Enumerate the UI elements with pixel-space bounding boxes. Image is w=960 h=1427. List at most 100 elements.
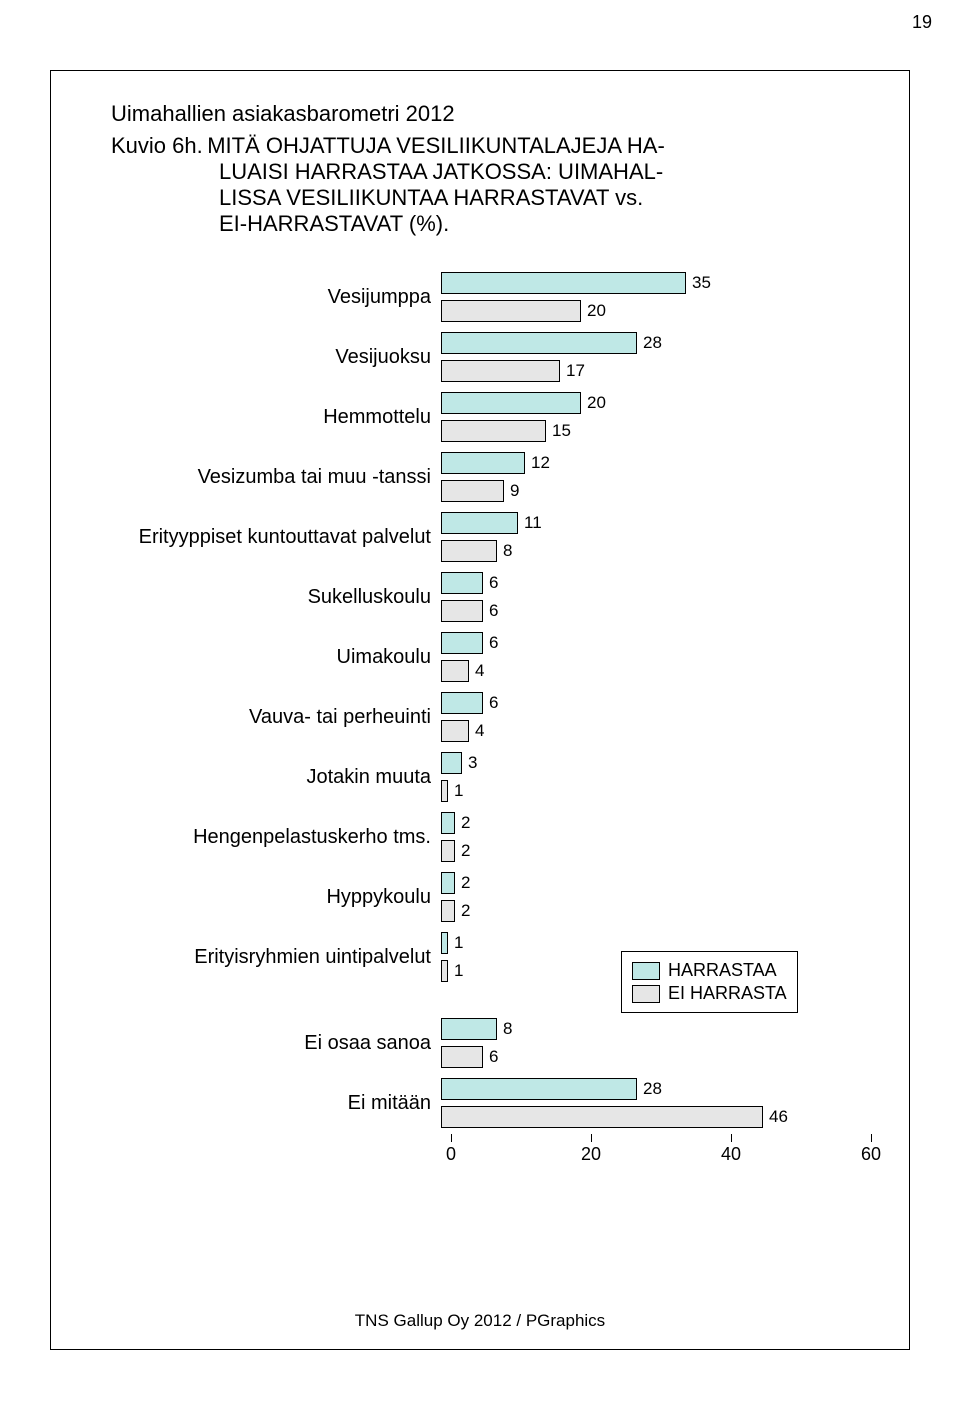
bar-b xyxy=(441,840,455,862)
chart-row: Ei osaa sanoa86 xyxy=(71,1013,891,1073)
bar-a xyxy=(441,1018,497,1040)
bar-value-a: 6 xyxy=(489,632,498,654)
x-axis: 0204060 xyxy=(451,1133,871,1174)
bar-a xyxy=(441,932,448,954)
bars-cell: 64 xyxy=(441,629,861,685)
bar-value-a: 8 xyxy=(503,1018,512,1040)
bar-value-b: 4 xyxy=(475,660,484,682)
legend-row-b: EI HARRASTA xyxy=(632,983,787,1004)
chart-row: Erityyppiset kuntouttavat palvelut118 xyxy=(71,507,891,567)
x-tick-label: 40 xyxy=(721,1144,741,1165)
x-tick: 60 xyxy=(871,1134,872,1142)
chart-row: Vauva- tai perheuinti64 xyxy=(71,687,891,747)
legend-swatch-a xyxy=(632,962,660,980)
category-label: Vauva- tai perheuinti xyxy=(71,706,441,728)
x-tick-label: 60 xyxy=(861,1144,881,1165)
chart-row: Jotakin muuta31 xyxy=(71,747,891,807)
bar-value-b: 46 xyxy=(769,1106,788,1128)
chart-row: Vesizumba tai muu -tanssi129 xyxy=(71,447,891,507)
bar-a xyxy=(441,1078,637,1100)
bar-value-a: 3 xyxy=(468,752,477,774)
header: Uimahallien asiakasbarometri 2012 Kuvio … xyxy=(111,101,889,237)
bars-cell: 28 17 xyxy=(441,329,861,385)
bar-a xyxy=(441,572,483,594)
bar-value-a: 1 xyxy=(454,932,463,954)
legend-swatch-b xyxy=(632,985,660,1003)
bars-cell: 64 xyxy=(441,689,861,745)
bar-a xyxy=(441,632,483,654)
bar-b xyxy=(441,900,455,922)
bars-cell: 86 xyxy=(441,1015,861,1071)
bar-a xyxy=(441,452,525,474)
category-label: Hengenpelastuskerho tms. xyxy=(71,826,441,848)
bar-value-b: 1 xyxy=(454,780,463,802)
category-label: Ei mitään xyxy=(71,1092,441,1114)
bar-b xyxy=(441,540,497,562)
bar-value-b: 1 xyxy=(454,960,463,982)
bar-value-b: 6 xyxy=(489,600,498,622)
bar-b xyxy=(441,780,448,802)
bar-b xyxy=(441,960,448,982)
bar-b xyxy=(441,1046,483,1068)
bar-value-a: 28 xyxy=(643,1078,662,1100)
chart-frame: Uimahallien asiakasbarometri 2012 Kuvio … xyxy=(50,70,910,1350)
bar-value-b: 15 xyxy=(552,420,571,442)
bar-a xyxy=(441,752,462,774)
chart-row: Hemmottelu2015 xyxy=(71,387,891,447)
bar-value-b: 20 xyxy=(587,300,606,322)
bar-a xyxy=(441,512,518,534)
bar-value-b: 2 xyxy=(461,900,470,922)
bar-value-b: 17 xyxy=(566,360,585,382)
category-label: Erityisryhmien uintipalvelut xyxy=(71,946,441,968)
bar-value-a: 2 xyxy=(461,812,470,834)
page: 19 Uimahallien asiakasbarometri 2012 Kuv… xyxy=(0,0,960,1427)
category-label: Erityyppiset kuntouttavat palvelut xyxy=(71,526,441,548)
bars-cell: 22 xyxy=(441,869,861,925)
bars-cell: 2015 xyxy=(441,389,861,445)
bars-cell: 28 46 xyxy=(441,1075,861,1131)
bar-a xyxy=(441,812,455,834)
bar-b xyxy=(441,480,504,502)
bar-b xyxy=(441,360,560,382)
chart-row: Sukelluskoulu66 xyxy=(71,567,891,627)
bars-cell: 31 xyxy=(441,749,861,805)
bars-cell: 3520 xyxy=(441,269,861,325)
category-label: Sukelluskoulu xyxy=(71,586,441,608)
chart-row: Hengenpelastuskerho tms.22 xyxy=(71,807,891,867)
bar-b xyxy=(441,420,546,442)
bar-b xyxy=(441,720,469,742)
bar-value-b: 9 xyxy=(510,480,519,502)
x-tick: 40 xyxy=(731,1134,732,1142)
bars-cell: 118 xyxy=(441,509,861,565)
bar-value-b: 4 xyxy=(475,720,484,742)
chart-row: Vesijuoksu 28 17 xyxy=(71,327,891,387)
category-label: Vesijuoksu xyxy=(71,346,441,368)
bar-b xyxy=(441,1106,763,1128)
x-tick-label: 20 xyxy=(581,1144,601,1165)
bar-a xyxy=(441,692,483,714)
chart-row: Hyppykoulu22 xyxy=(71,867,891,927)
bar-a xyxy=(441,332,637,354)
page-number: 19 xyxy=(912,12,932,33)
bar-b xyxy=(441,300,581,322)
chart-row: Ei mitään 28 46 xyxy=(71,1073,891,1133)
bar-value-a: 28 xyxy=(643,332,662,354)
chart-row: Uimakoulu64 xyxy=(71,627,891,687)
bar-b xyxy=(441,660,469,682)
category-label: Ei osaa sanoa xyxy=(71,1032,441,1054)
bars-cell: 66 xyxy=(441,569,861,625)
bar-value-a: 11 xyxy=(524,512,542,534)
bar-value-a: 6 xyxy=(489,572,498,594)
bar-b xyxy=(441,600,483,622)
bar-value-a: 2 xyxy=(461,872,470,894)
legend: HARRASTAA EI HARRASTA xyxy=(621,951,798,1013)
footer-credit: TNS Gallup Oy 2012 / PGraphics xyxy=(51,1311,909,1331)
category-label: Uimakoulu xyxy=(71,646,441,668)
bars-cell: 22 xyxy=(441,809,861,865)
x-tick-label: 0 xyxy=(446,1144,456,1165)
bar-a xyxy=(441,272,686,294)
legend-label-a: HARRASTAA xyxy=(668,960,777,981)
bar-value-a: 20 xyxy=(587,392,606,414)
category-label: Jotakin muuta xyxy=(71,766,441,788)
bar-value-a: 12 xyxy=(531,452,550,474)
